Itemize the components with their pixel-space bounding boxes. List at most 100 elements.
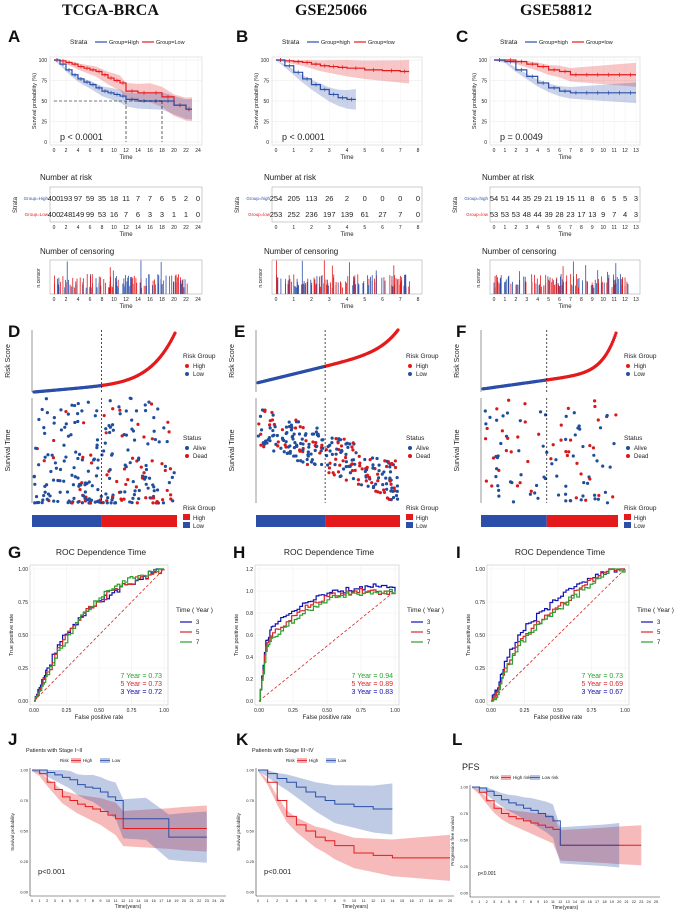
survival-time-point [56,478,60,483]
survival-time-point [550,462,554,466]
roc-xlabel: False positive rate [303,715,352,721]
survival-time-point [83,490,87,494]
survival-time-point [584,498,588,502]
survival-time-point [162,426,166,430]
bottom-pvalue: p<0.001 [264,867,291,876]
survival-time-point [62,443,66,447]
censor-yaxis: n.censor [476,268,482,288]
survival-time-point [309,452,313,456]
censor-xtick: 8 [101,297,104,303]
survival-time-point [351,448,355,452]
survival-time-point [110,423,115,427]
survival-time-point [316,434,321,438]
legend-high-label: Group=high [539,40,568,46]
survival-time-point [596,418,600,422]
roc-xtick: 0.50 [322,708,332,714]
legend-high-text-2: High [193,516,205,522]
survival-time-point [147,400,151,404]
censor-xtick: 13 [633,297,639,303]
survival-time-point [262,442,267,446]
bottom-legend-high-label: High [83,758,93,763]
survival-time-point [501,414,505,418]
survival-time-point [122,467,127,471]
survival-time-point [152,416,156,420]
km-xtick: 20 [171,148,177,154]
panel-letter-b: B [236,27,249,46]
km-xtick: 8 [417,148,420,154]
bottom-legend-high-label: High risk [513,775,531,780]
km-xtick: 6 [558,148,561,154]
survival-time-point [313,462,317,467]
survival-time-point [491,456,496,460]
survival-time-point [328,461,332,465]
panel-letter-d: D [8,322,21,341]
survival-time-point [258,414,263,418]
survival-time-point [523,402,527,406]
censor-xtick: 0 [275,297,278,303]
survival-time-point [137,497,141,501]
survival-time-point [300,437,304,441]
survival-time-point [151,483,155,487]
survival-time-point [134,409,139,413]
survival-time-point [538,410,543,414]
at-risk-low-cell: 16 [110,210,118,219]
survival-time-point [551,443,555,447]
survival-time-point [45,411,49,415]
survival-time-point [76,412,80,416]
survival-time-point [485,426,489,431]
survival-time-point [147,476,152,480]
survival-time-point [104,431,108,435]
survival-time-point [118,412,122,416]
survival-time-point [153,437,158,442]
bottom-ylabel: Progression free survival [450,816,455,866]
bottom-xtick: 25 [220,899,224,903]
roc-xtick: 1.00 [390,708,400,714]
survival-time-point [338,474,342,479]
survival-time-point [48,494,52,498]
km-xtick: 1 [292,148,295,154]
survival-time-point [330,452,334,456]
survival-time-point [344,478,348,482]
survival-time-point [340,448,344,453]
roc-xlabel: False positive rate [534,715,583,721]
km-xtick: 8 [580,148,583,154]
censor-xtick: 10 [111,297,117,303]
roc-ylabel: True positive rate [466,614,472,656]
survival-time-point [143,403,147,407]
survival-time-point [156,407,160,411]
survival-time-point [383,459,387,463]
survival-time-point [72,466,76,470]
at-risk-high-cell: 0 [196,194,200,203]
survival-time-point [319,462,324,467]
km-xtick: 6 [381,148,384,154]
bottom-xtick: 12 [121,899,125,903]
at-risk-high-label: Group=high [246,196,270,201]
survival-time-point [259,428,264,432]
bottom-xtick: 8 [92,899,94,903]
survival-time-point [545,450,549,454]
at-risk-high-cell: 26 [325,194,333,203]
roc-ytick: 1.00 [18,567,28,573]
bottom-xtick: 24 [212,899,216,903]
legend-low-dot [185,372,189,376]
survival-time-point [295,443,299,447]
at-risk-high-cell: 6 [601,194,605,203]
at-risk-high-cell: 51 [501,194,509,203]
survival-time-point [500,429,504,433]
survival-time-point [58,467,63,472]
survival-time-point [483,409,487,413]
roc-legend-title: Time ( Year ) [407,607,444,614]
bottom-ytick: 0.75 [460,811,469,816]
survival-time-point [564,414,568,418]
survival-time-point [69,433,73,437]
roc-xlabel: False positive rate [75,715,124,721]
survival-time-point [344,452,348,456]
at-risk-high-cell: 35 [98,194,106,203]
survival-time-point [270,418,275,422]
survival-time-point [95,438,100,442]
legend-risk-group-title-2: Risk Group [406,505,439,512]
survival-time-point [307,445,311,449]
survival-time-ylabel: Survival Time [229,429,236,471]
survival-time-point [563,492,568,496]
survival-time-point [365,473,370,477]
